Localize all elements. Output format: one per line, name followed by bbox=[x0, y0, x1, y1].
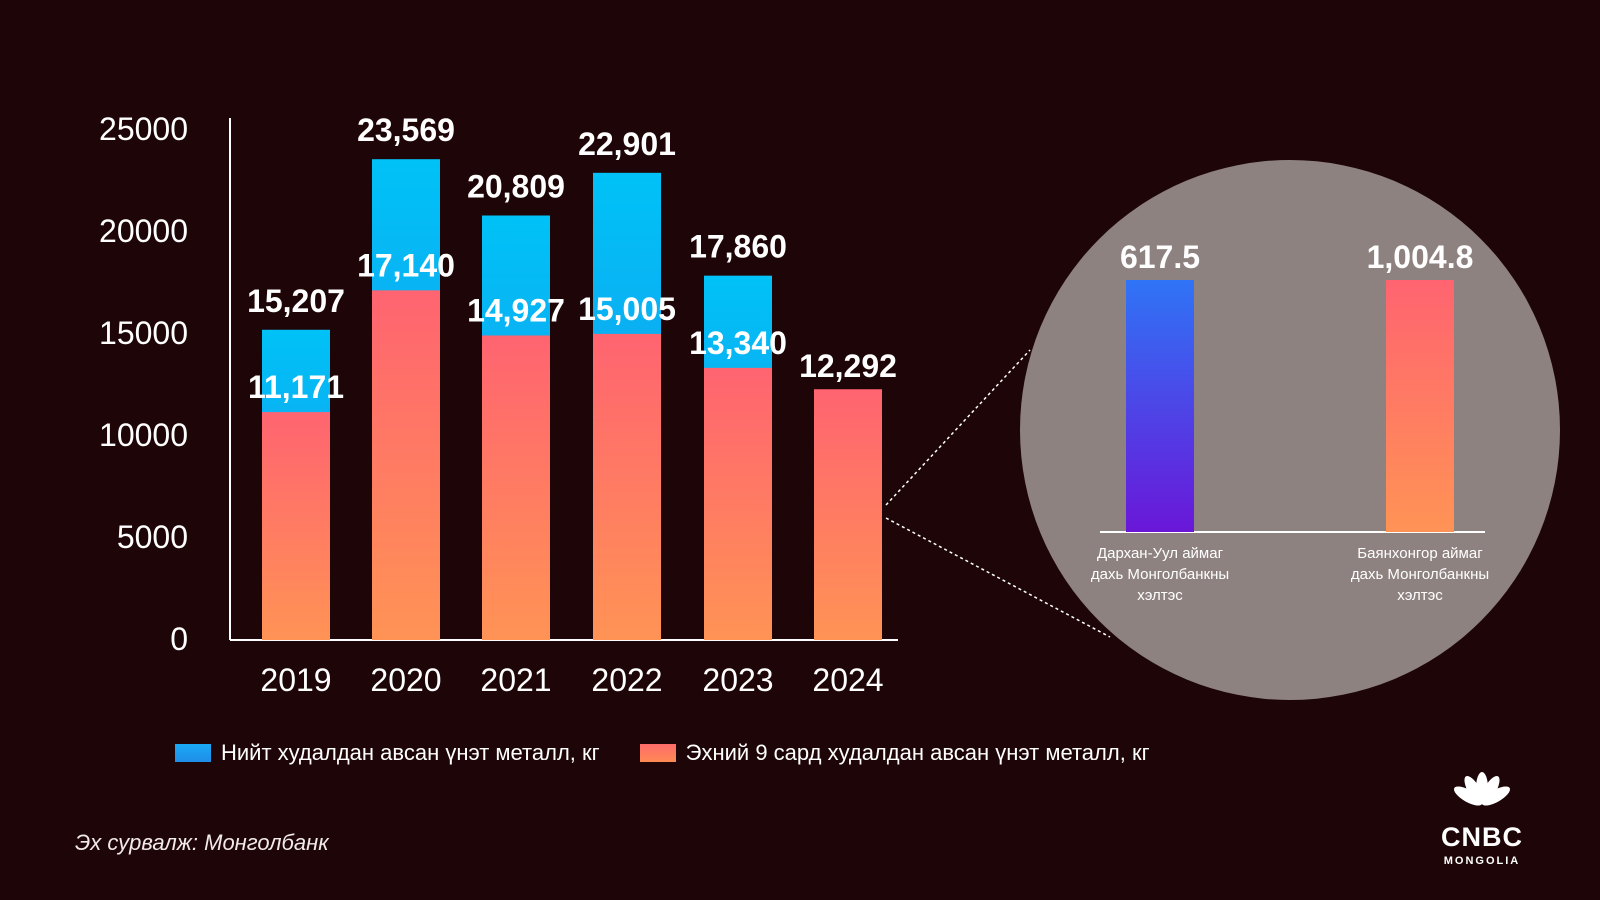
x-tick-label: 2022 bbox=[591, 662, 662, 698]
inset-bar-2 bbox=[1386, 280, 1454, 532]
legend-item-total: Нийт худалдан авсан үнэт металл, кг bbox=[175, 740, 600, 766]
y-tick-label: 25000 bbox=[99, 111, 188, 147]
legend-label-nine-months: Эхний 9 сард худалдан авсан үнэт металл,… bbox=[685, 740, 1150, 765]
bar-nine-months-2020 bbox=[372, 290, 440, 640]
x-tick-label: 2024 bbox=[812, 662, 883, 698]
data-label-nine-months: 11,171 bbox=[248, 369, 344, 405]
y-tick-label: 20000 bbox=[99, 213, 188, 249]
bar-nine-months-2019 bbox=[262, 412, 330, 640]
data-label-nine-months: 14,927 bbox=[467, 292, 565, 328]
inset-category-label: Дархан-Уул аймаг bbox=[1097, 545, 1224, 562]
inset-category-label: хэлтэс bbox=[1137, 587, 1183, 604]
inset-data-label: 617.5 bbox=[1120, 239, 1200, 275]
bar-nine-months-2022 bbox=[593, 333, 661, 640]
data-label-nine-months: 17,140 bbox=[357, 247, 455, 283]
y-tick-label: 15000 bbox=[99, 315, 188, 351]
x-tick-label: 2021 bbox=[480, 662, 551, 698]
legend-item-nine-months: Эхний 9 сард худалдан авсан үнэт металл,… bbox=[639, 740, 1150, 766]
zoom-connector-lower bbox=[885, 517, 1111, 638]
bar-nine-months-2021 bbox=[482, 335, 550, 640]
logo-wordmark: CNBC bbox=[1441, 822, 1523, 852]
inset-category-label: Баянхонгор аймаг bbox=[1357, 545, 1483, 562]
inset-bar-1 bbox=[1126, 280, 1194, 532]
x-tick-label: 2020 bbox=[370, 662, 441, 698]
x-tick-label: 2019 bbox=[260, 662, 331, 698]
source-note: Эх сурвалж: Монголбанк bbox=[75, 830, 329, 855]
legend-swatch-nine-months bbox=[639, 744, 676, 762]
data-label-total: 17,860 bbox=[689, 229, 787, 265]
peacock-logo-icon bbox=[1453, 772, 1511, 806]
data-label-nine-months: 12,292 bbox=[799, 348, 897, 384]
bar-nine-months-2023 bbox=[704, 367, 772, 640]
data-label-total: 20,809 bbox=[467, 168, 565, 204]
inset-category-label: дахь Монголбанкны bbox=[1351, 566, 1489, 583]
inset-circle bbox=[1020, 160, 1560, 700]
data-label-nine-months: 13,340 bbox=[689, 325, 787, 361]
y-tick-label: 5000 bbox=[117, 519, 188, 555]
logo-subtitle: MONGOLIA bbox=[1443, 855, 1521, 867]
x-tick-label: 2023 bbox=[702, 662, 773, 698]
y-tick-label: 0 bbox=[170, 621, 188, 657]
zoom-connector-upper bbox=[885, 349, 1031, 506]
y-tick-label: 10000 bbox=[99, 417, 188, 453]
inset-category-label: хэлтэс bbox=[1397, 587, 1443, 604]
data-label-total: 22,901 bbox=[578, 126, 676, 162]
inset-category-label: дахь Монголбанкны bbox=[1091, 566, 1229, 583]
data-label-nine-months: 15,005 bbox=[578, 291, 676, 327]
legend: Нийт худалдан авсан үнэт металл, кг Эхни… bbox=[175, 740, 1190, 766]
data-label-total: 15,207 bbox=[247, 283, 345, 319]
bar-nine-months-2024 bbox=[814, 389, 882, 640]
legend-label-total: Нийт худалдан авсан үнэт металл, кг bbox=[221, 740, 600, 765]
data-label-total: 23,569 bbox=[357, 112, 455, 148]
inset-data-label: 1,004.8 bbox=[1367, 239, 1474, 275]
legend-swatch-total bbox=[175, 744, 211, 762]
